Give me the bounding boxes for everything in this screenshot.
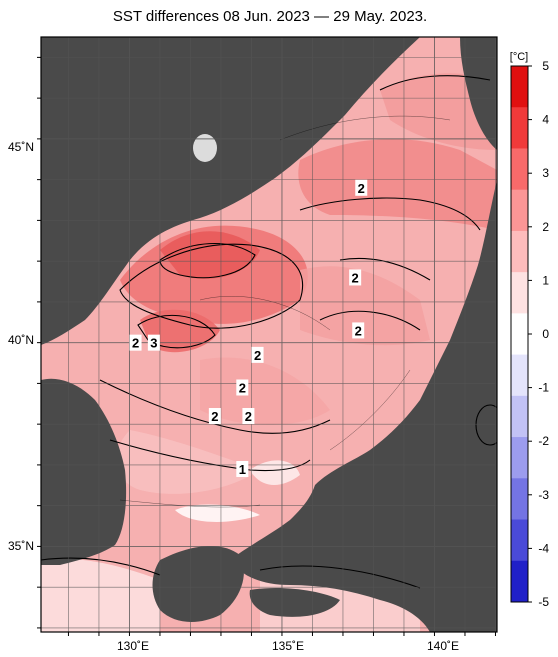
frame-ticks xyxy=(37,56,496,636)
colorbar-cell xyxy=(511,189,528,232)
colorbar-tick-label: -5 xyxy=(538,595,549,609)
contour-label-bg xyxy=(355,179,368,196)
colorbar-unit: [°C] xyxy=(510,51,528,63)
contour-label: 2 xyxy=(132,336,139,351)
contour-label: 2 xyxy=(358,181,365,196)
lat-label-40: 40˚N xyxy=(8,333,34,347)
japan-hokkaido xyxy=(460,37,497,150)
colorbar-tick-label: -2 xyxy=(538,434,549,448)
lon-label-130: 130˚E xyxy=(117,639,149,653)
colorbar-cell xyxy=(511,66,528,108)
colorbar-tick-label: 4 xyxy=(542,113,549,127)
colorbar-cell xyxy=(511,519,528,562)
contour-label-bg xyxy=(208,408,221,425)
colorbar-tick-label: 1 xyxy=(542,273,549,287)
colorbar-tick-label: 2 xyxy=(542,220,549,234)
map-frame xyxy=(40,36,498,633)
colorbar-cell xyxy=(511,560,528,603)
japan-shikoku xyxy=(249,588,340,617)
colorbar-tick-label: 0 xyxy=(542,327,549,341)
contour-label-bg xyxy=(236,379,249,396)
colorbar-tick-label: -1 xyxy=(538,381,549,395)
contour-label: 2 xyxy=(355,323,362,338)
contour-label-bg xyxy=(352,322,365,339)
graticule xyxy=(41,37,497,632)
lon-label-135: 135˚E xyxy=(272,639,304,653)
colorbar-cell xyxy=(511,354,528,397)
land xyxy=(41,37,497,632)
map-area xyxy=(41,37,497,632)
lat-label-35: 35˚N xyxy=(8,539,34,553)
lat-label-45: 45˚N xyxy=(8,140,34,154)
contour-label: 2 xyxy=(254,348,261,363)
contour-label-bg xyxy=(242,408,255,425)
contour-label: 1 xyxy=(239,462,246,477)
lon-label-140: 140˚E xyxy=(427,639,459,653)
khanka-lake xyxy=(193,134,217,162)
colorbar-cell xyxy=(511,230,528,273)
colorbar-cell xyxy=(511,478,528,521)
axis-labels: 45˚N 40˚N 35˚N 130˚E 135˚E 140˚E xyxy=(8,140,459,653)
colorbar-cell xyxy=(511,272,528,314)
colorbar-cell xyxy=(511,148,528,191)
contour-label-bg xyxy=(349,269,362,286)
map-title: SST differences 08 Jun. 2023 — 29 May. 2… xyxy=(112,8,428,25)
contour-label: 2 xyxy=(239,380,246,395)
contour-label: 2 xyxy=(352,270,359,285)
colorbar-cell xyxy=(511,107,528,149)
colorbar-cell xyxy=(511,395,528,438)
asia-mainland xyxy=(41,37,420,345)
contour-label-bg xyxy=(129,334,142,351)
colorbar-tick-label: 5 xyxy=(542,59,549,73)
colorbar: [°C] 5 4 3 2 1 0 -1 -2 -3 -4 -5 xyxy=(510,51,550,609)
contour-label: 3 xyxy=(150,336,157,351)
colorbar-tick-label: 3 xyxy=(542,166,549,180)
korean-peninsula xyxy=(41,378,127,565)
colorbar-ticks: 5 4 3 2 1 0 -1 -2 -3 -4 -5 xyxy=(528,59,549,609)
contour-label-bg xyxy=(251,346,264,363)
colorbar-cells xyxy=(511,66,528,603)
colorbar-cell xyxy=(511,313,528,356)
contour-label: 2 xyxy=(211,409,218,424)
japan-honshu xyxy=(230,180,497,632)
colorbar-tick-label: -4 xyxy=(538,541,549,555)
contour-label-bg xyxy=(147,334,160,351)
colorbar-tick-label: -3 xyxy=(538,488,549,502)
contour-label: 2 xyxy=(245,409,252,424)
contour-lines xyxy=(41,75,497,589)
contour-label-bg xyxy=(236,460,249,477)
colorbar-cell xyxy=(511,437,528,479)
